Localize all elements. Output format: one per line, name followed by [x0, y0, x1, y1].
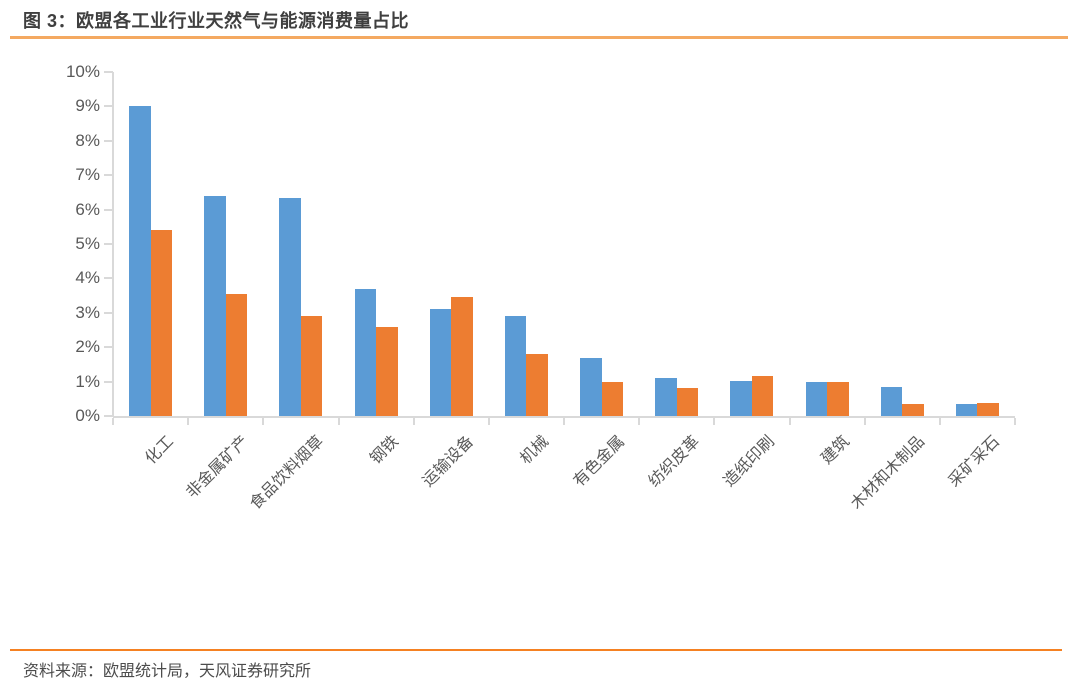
x-axis-tick [1014, 418, 1016, 425]
x-axis-label: 钢铁 [367, 433, 403, 468]
y-axis-label: 2% [75, 337, 100, 357]
x-axis-tick [938, 418, 941, 425]
y-axis-label: 1% [75, 371, 100, 391]
bar-orange-化工 [150, 230, 173, 416]
y-axis-tick [104, 415, 113, 417]
y-axis-tick [104, 243, 113, 245]
y-axis-tick [104, 105, 113, 108]
x-axis-label: 木材和木制品 [848, 433, 929, 513]
y-axis-tick [104, 380, 113, 383]
bar-orange-有色金属 [601, 381, 624, 416]
y-axis-tick [104, 311, 113, 314]
bar-blue-非金属矿产 [204, 195, 226, 416]
bar-blue-运输设备 [429, 309, 452, 416]
bar-orange-机械 [526, 354, 548, 416]
y-axis-tick [104, 71, 113, 73]
y-axis-label: 0% [75, 406, 100, 425]
bar-orange-非金属矿产 [225, 293, 248, 416]
x-axis-tick [112, 418, 114, 425]
bar-blue-造纸印刷 [730, 380, 752, 416]
x-axis-label: 食品饮料烟草 [247, 433, 327, 513]
bar-orange-运输设备 [451, 297, 473, 416]
x-axis-label: 非金属矿产 [183, 433, 252, 502]
x-axis-tick [713, 418, 716, 425]
bar-orange-采矿采石 [977, 402, 999, 416]
bar-orange-纺织皮革 [676, 388, 699, 416]
y-axis-label: 4% [75, 268, 100, 288]
x-axis-label: 化工 [141, 433, 177, 468]
y-axis-tick [104, 174, 113, 177]
bar-blue-食品饮料烟草 [279, 197, 301, 416]
x-axis-tick [563, 418, 565, 425]
source-note: 资料来源：欧盟统计局，天风证券研究所 [23, 663, 312, 680]
bar-orange-食品饮料烟草 [300, 316, 323, 416]
x-axis-tick [337, 418, 340, 425]
x-axis-label: 造纸印刷 [720, 433, 778, 491]
x-axis-tick [638, 418, 641, 425]
bar-blue-木材和木制品 [880, 386, 903, 416]
x-axis-label: 运输设备 [419, 433, 478, 491]
bar-orange-木材和木制品 [902, 403, 924, 416]
bar-orange-钢铁 [376, 326, 398, 416]
bar-blue-建筑 [805, 381, 828, 416]
y-axis-label: 7% [75, 165, 100, 185]
bar-blue-纺织皮革 [655, 378, 677, 416]
title-rule [10, 36, 1068, 39]
x-axis-line [113, 416, 1015, 418]
y-axis-label: 3% [75, 302, 100, 322]
figure-title: 图 3：欧盟各工业行业天然气与能源消费量占比 [23, 11, 410, 31]
x-axis-tick [788, 418, 791, 425]
y-axis-tick [104, 346, 113, 349]
bar-blue-化工 [129, 106, 151, 416]
x-axis-tick [262, 418, 265, 425]
x-axis-label: 有色金属 [570, 433, 628, 491]
x-axis-label: 纺织皮革 [645, 433, 703, 491]
y-axis-tick [104, 208, 113, 211]
bar-blue-机械 [504, 316, 527, 416]
x-axis-label: 建筑 [818, 433, 854, 468]
bar-blue-有色金属 [580, 357, 602, 416]
y-axis-label: 10% [65, 62, 100, 81]
bar-blue-钢铁 [354, 288, 377, 416]
y-axis-label: 6% [75, 199, 100, 219]
bar-blue-采矿采石 [955, 403, 978, 416]
y-axis-label: 5% [75, 234, 100, 253]
y-axis-tick [104, 139, 113, 142]
x-axis-label: 采矿采石 [946, 433, 1004, 491]
y-axis-label: 8% [75, 130, 100, 150]
footer-rule [10, 649, 1062, 651]
x-axis-label: 机械 [517, 433, 553, 468]
x-axis-tick [187, 418, 190, 425]
bar-orange-造纸印刷 [751, 376, 774, 416]
y-axis-label: 9% [75, 96, 100, 116]
y-axis-tick [104, 277, 113, 280]
x-axis-tick [487, 418, 490, 425]
x-axis-tick [863, 418, 866, 425]
x-axis-tick [412, 418, 415, 425]
bar-orange-建筑 [827, 381, 849, 416]
